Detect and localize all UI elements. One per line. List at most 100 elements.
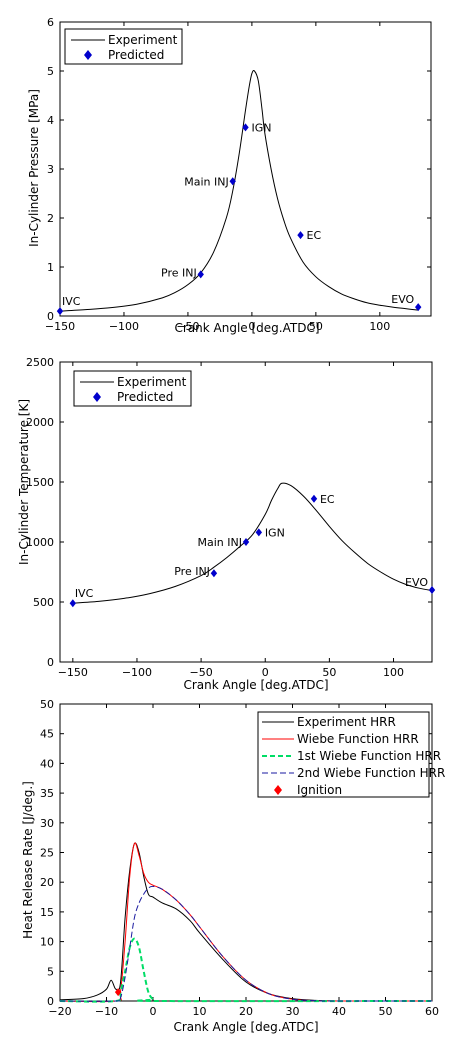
temperature-y-tick-label: 2000 [26, 416, 54, 429]
pressure-x-tick-label: −100 [109, 320, 139, 333]
hrr-y-tick-label: 25 [40, 847, 54, 860]
pressure-y-tick-label: 1 [47, 261, 54, 274]
temperature-predicted-point [69, 599, 77, 608]
pressure-experiment-line [59, 70, 419, 312]
hrr-x-tick-label: 40 [332, 1005, 346, 1018]
temperature-annotation-evo: EVO [405, 576, 428, 589]
pressure-annotation-pre-inj: Pre INJ [161, 266, 197, 279]
hrr-y-tick-label: 45 [40, 728, 54, 741]
temperature-y-tick-label: 1000 [26, 536, 54, 549]
hrr-y-tick-label: 30 [40, 817, 54, 830]
temperature-annotation-ign: IGN [265, 526, 285, 539]
temperature-axes-frame [59, 361, 433, 663]
pressure-y-tick-label: 0 [47, 310, 54, 323]
temperature-y-tick-label: 1500 [26, 476, 54, 489]
temperature-x-axis-label: Crank Angle [deg.ATDC] [183, 678, 328, 692]
hrr-x-tick-label: 10 [193, 1005, 207, 1018]
hrr-ignition-point [114, 988, 122, 997]
hrr-legend: Experiment HRR Wiebe Function HRR 1st Wi… [257, 711, 445, 798]
pressure-annotation-ign: IGN [252, 121, 272, 134]
hrr-legend-box [257, 711, 430, 798]
temperature-predicted-point [242, 538, 250, 546]
hrr-y-tick-label: 40 [40, 757, 54, 770]
temperature-experiment-line [72, 482, 433, 604]
hrr-y-axis-label: Heat Release Rate [J/deg.] [21, 781, 35, 939]
pressure-chart: −150 −100 −50 0 50 100 0 1 2 3 4 5 6 IVC Pre INJ Main I… [27, 16, 432, 335]
pressure-legend-predicted-label: Predicted [108, 48, 164, 62]
hrr-legend-wiebe-label: Wiebe Function HRR [297, 732, 419, 746]
pressure-legend-experiment-label: Experiment [108, 33, 178, 47]
pressure-x-tick-label: −50 [176, 320, 199, 333]
pressure-y-tick-label: 4 [47, 114, 54, 127]
temperature-annotation-pre-inj: Pre INJ [174, 565, 210, 578]
pressure-x-tick-label: 0 [248, 320, 255, 333]
temperature-x-tick-label: −50 [189, 666, 212, 679]
temperature-legend-box [73, 370, 192, 407]
hrr-legend-ignition-swatch [274, 785, 282, 795]
hrr-x-tick-label: 0 [150, 1005, 157, 1018]
pressure-y-tick-label: 6 [47, 16, 54, 29]
hrr-x-tick-label: 60 [425, 1005, 439, 1018]
temperature-predicted-point [255, 528, 263, 537]
pressure-y-tick-label: 3 [47, 163, 54, 176]
pressure-predicted-point [56, 307, 64, 316]
temperature-x-tick-label: −150 [58, 666, 88, 679]
hrr-plot-area: −20 −10 0 10 20 30 40 50 60 0 5 10 15 20 25 30 35 40 45 50 [40, 698, 439, 1018]
temperature-legend-predicted-swatch [93, 392, 101, 402]
temperature-y-tick-label: 0 [47, 656, 54, 669]
hrr-y-tick-label: 50 [40, 698, 54, 711]
hrr-chart: −20 −10 0 10 20 30 40 50 6005101520253035404550 … [21, 698, 445, 1034]
pressure-annotation-ec: EC [307, 229, 322, 242]
temperature-annotation-main-inj: Main INJ [198, 536, 242, 549]
hrr-x-tick-label: 30 [286, 1005, 300, 1018]
temperature-legend: Experiment Predicted [73, 370, 192, 407]
pressure-y-axis-label: In-Cylinder Pressure [MPa] [27, 89, 41, 247]
hrr-legend-ignition-label: Ignition [297, 783, 342, 797]
temperature-predicted-point [310, 494, 318, 503]
hrr-experiment-hrr-line [59, 842, 432, 1002]
hrr-y-tick-label: 20 [40, 876, 54, 889]
pressure-legend-box [64, 28, 183, 65]
pressure-x-tick-label: 50 [309, 320, 323, 333]
pressure-annotation-evo: EVO [391, 293, 414, 306]
pressure-y-tick-label: 2 [47, 212, 54, 225]
hrr-x-tick-label: 50 [379, 1005, 393, 1018]
temperature-x-tick-label: −100 [122, 666, 152, 679]
pressure-annotation-ivc: IVC [62, 295, 81, 308]
temperature-y-tick-label: 2500 [26, 356, 54, 369]
temperature-legend-predicted-label: Predicted [117, 390, 173, 404]
hrr-x-tick-label: −10 [95, 1005, 118, 1018]
pressure-legend-predicted-swatch [84, 50, 92, 60]
temperature-chart: −150 −100 −50 0 50 10005001000150020002500IVC… [17, 356, 436, 692]
pressure-x-tick-label: −150 [45, 320, 75, 333]
pressure-plot-area: −150 −100 −50 0 50 100 0 1 2 3 4 5 6 IVC Pre INJ Main I… [45, 16, 432, 333]
temperature-x-tick-label: 50 [322, 666, 336, 679]
pressure-annotation-main-inj: Main INJ [184, 175, 228, 188]
pressure-predicted-point [415, 303, 422, 312]
hrr-y-tick-label: 5 [47, 965, 54, 978]
pressure-predicted-point [197, 270, 204, 279]
temperature-x-tick-label: 0 [262, 666, 269, 679]
hrr-x-tick-label: −20 [48, 1005, 71, 1018]
pressure-predicted-point [229, 177, 236, 186]
hrr-legend-wiebe1-label: 1st Wiebe Function HRR [297, 749, 441, 763]
temperature-x-tick-label: 100 [383, 666, 404, 679]
temperature-predicted-point [428, 586, 436, 594]
temperature-predicted-point [210, 569, 218, 578]
pressure-predicted-point [242, 123, 249, 132]
pressure-predicted-point [297, 231, 304, 240]
temperature-y-axis-label: In-Cylinder Temperature [K] [17, 399, 31, 565]
hrr-y-tick-label: 35 [40, 787, 54, 800]
hrr-y-tick-label: 15 [40, 906, 54, 919]
temperature-plot-area: −150 −100 −50 0 50 10005001000150020002500IVC… [26, 356, 436, 679]
hrr-legend-experiment-label: Experiment HRR [297, 715, 396, 729]
temperature-y-tick-label: 500 [33, 596, 54, 609]
pressure-x-axis-label: Crank Angle [deg.ATDC] [174, 321, 319, 335]
pressure-legend: Experiment Predicted [64, 28, 183, 65]
pressure-x-tick-label: 100 [369, 320, 390, 333]
hrr-y-tick-label: 0 [47, 995, 54, 1008]
hrr-x-tick-label: 20 [239, 1005, 253, 1018]
temperature-annotation-ivc: IVC [75, 587, 94, 600]
